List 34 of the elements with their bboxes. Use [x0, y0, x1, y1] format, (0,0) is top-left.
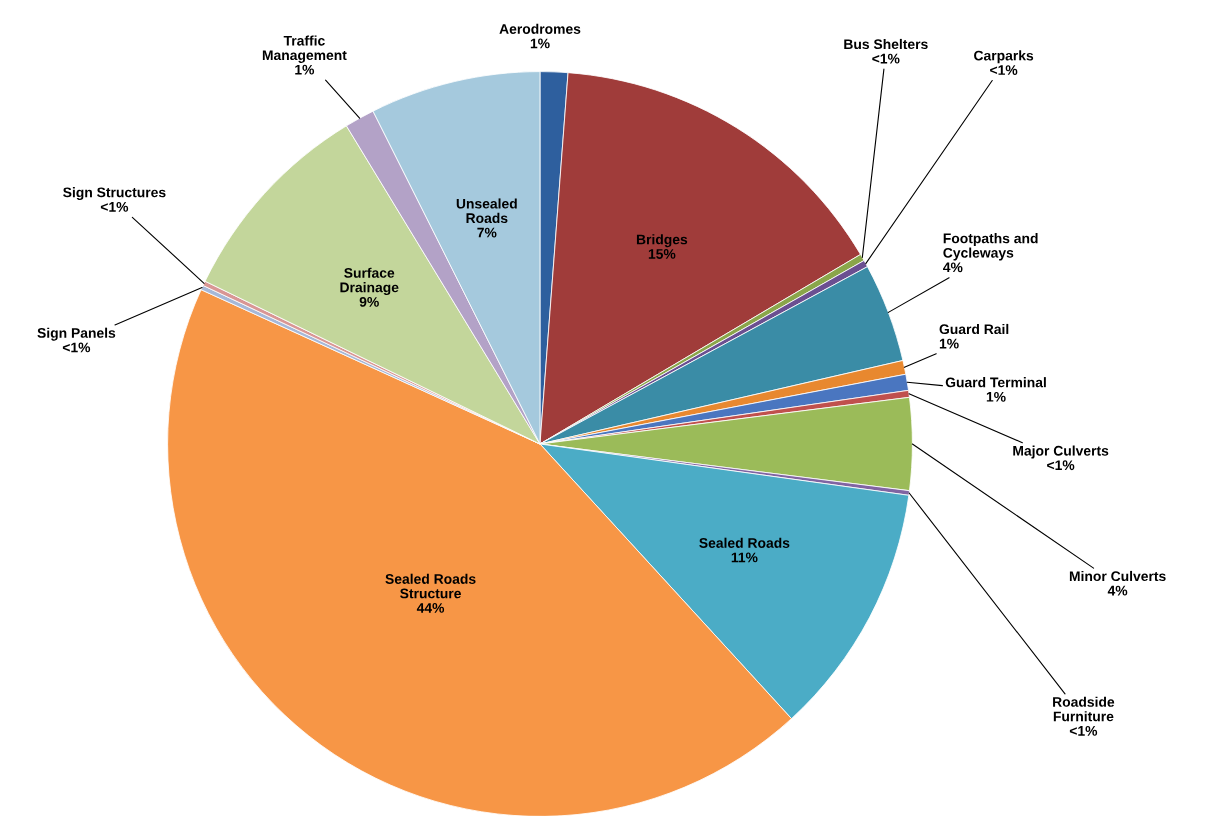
slice-label: Traffic Management	[262, 35, 347, 63]
slice-label: Carparks	[974, 50, 1034, 64]
data-label: 1%	[295, 64, 315, 75]
slice-label: Sign Structures	[63, 187, 166, 201]
data-label: 4%	[1107, 585, 1128, 596]
slice-label: Surface Drainage	[340, 267, 399, 296]
data-label: 1%	[986, 391, 1006, 402]
slice-label: Bus Shelters	[844, 38, 928, 50]
data-label: <1%	[62, 342, 91, 353]
data-label: 9%	[359, 296, 379, 307]
slice-label: Guard Terminal	[945, 377, 1046, 388]
slice-label: Sealed Roads	[699, 537, 790, 548]
data-label: 4%	[943, 262, 963, 273]
slice-label: Minor Culverts	[1069, 570, 1166, 582]
slice-label: Sign Panels	[37, 327, 116, 341]
data-label: <1%	[990, 65, 1018, 75]
slice-label: Aerodromes	[499, 23, 581, 34]
data-label: <1%	[1047, 460, 1075, 471]
slice-label: Major Culverts	[1013, 445, 1109, 459]
data-label: <1%	[872, 53, 900, 64]
slice-label: Sealed Roads Structure	[385, 573, 476, 599]
slice-label: Unsealed Roads	[456, 198, 517, 224]
data-label: 1%	[530, 38, 550, 49]
data-label: 15%	[648, 249, 676, 259]
slice-label: Bridges	[636, 234, 688, 248]
slice-label: Footpaths and Cycleways	[943, 233, 1038, 261]
data-label: 7%	[477, 227, 497, 238]
data-label: <1%	[1069, 725, 1098, 736]
data-label: <1%	[100, 201, 129, 212]
data-label: 44%	[416, 603, 445, 613]
slice-label: Guard Rail	[939, 323, 1009, 335]
data-label: 11%	[731, 552, 758, 563]
slice-label: Roadside Furniture	[1053, 696, 1115, 722]
data-label: 1%	[939, 338, 959, 349]
